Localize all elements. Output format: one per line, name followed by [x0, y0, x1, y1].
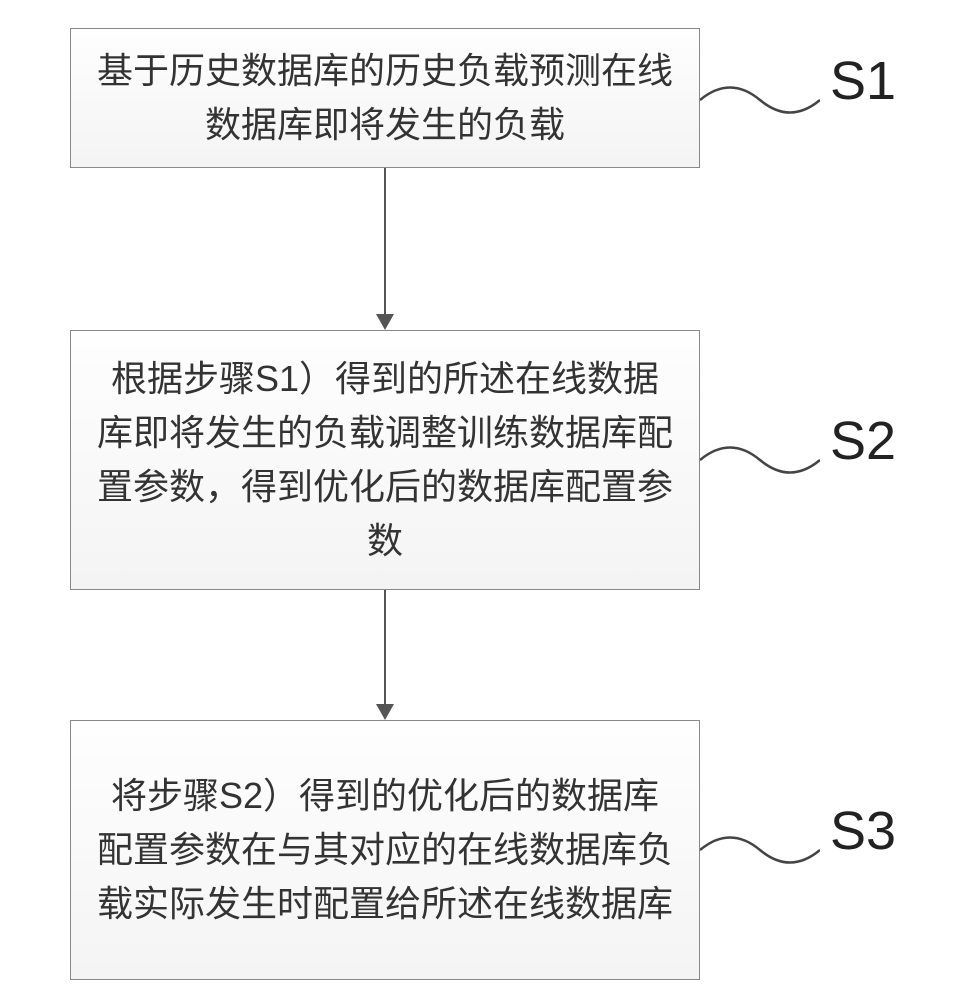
flowchart-arrowhead: [376, 314, 394, 330]
node-text: 将步骤S2）得到的优化后的数据库配置参数在与其对应的在线数据库负载实际发生时配置…: [95, 769, 675, 931]
connector-wave: [700, 820, 820, 880]
connector-wave: [700, 430, 820, 490]
connector-wave: [700, 70, 820, 130]
node-text: 基于历史数据库的历史负载预测在线数据库即将发生的负载: [95, 44, 675, 152]
flowchart-arrow: [384, 590, 386, 707]
flowchart-container: 基于历史数据库的历史负载预测在线数据库即将发生的负载 根据步骤S1）得到的所述在…: [0, 0, 968, 1000]
node-text: 根据步骤S1）得到的所述在线数据库即将发生的负载调整训练数据库配置参数，得到优化…: [95, 352, 675, 568]
node-label-s1: S1: [830, 50, 896, 112]
flowchart-node-s1: 基于历史数据库的历史负载预测在线数据库即将发生的负载: [70, 28, 700, 168]
flowchart-node-s3: 将步骤S2）得到的优化后的数据库配置参数在与其对应的在线数据库负载实际发生时配置…: [70, 720, 700, 980]
node-label-s2: S2: [830, 410, 896, 472]
flowchart-node-s2: 根据步骤S1）得到的所述在线数据库即将发生的负载调整训练数据库配置参数，得到优化…: [70, 330, 700, 590]
node-label-s3: S3: [830, 800, 896, 862]
flowchart-arrow: [384, 168, 386, 318]
flowchart-arrowhead: [376, 704, 394, 720]
